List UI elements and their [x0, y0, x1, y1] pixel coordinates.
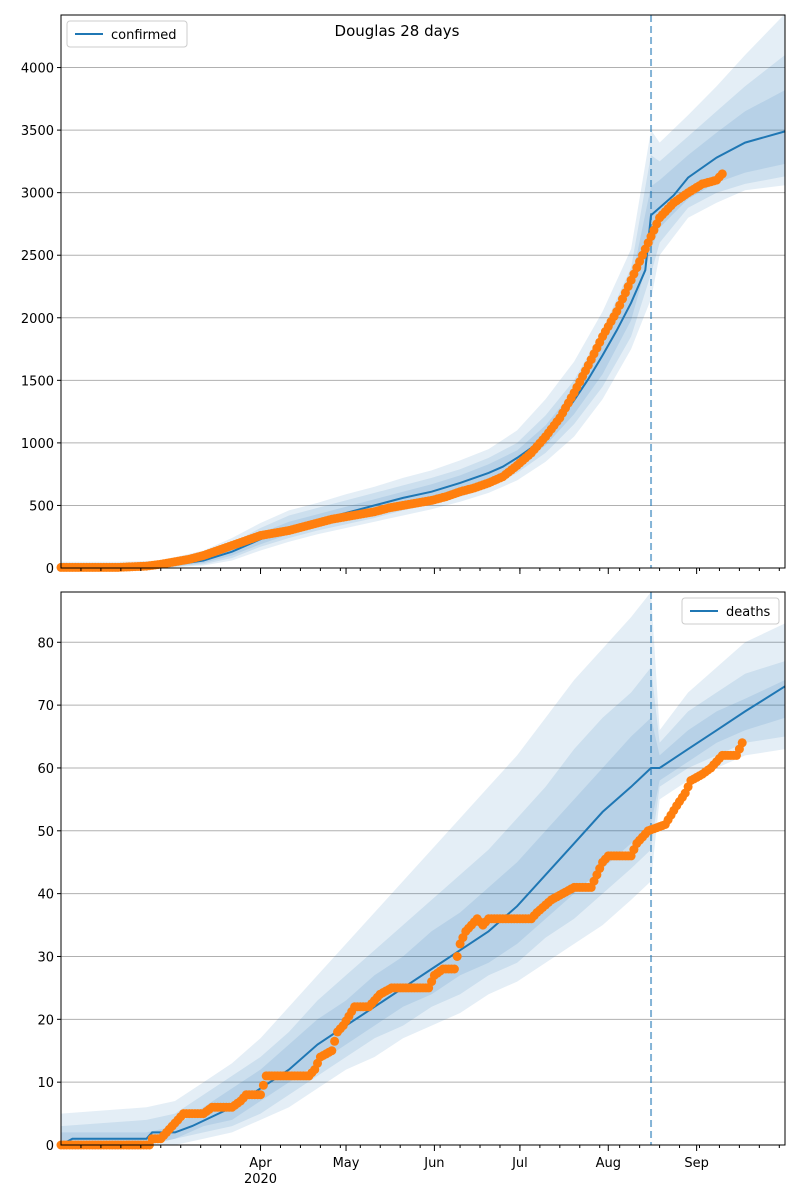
x-tick-label: Jul [511, 1156, 528, 1171]
x-tick-label: Apr [249, 1156, 272, 1171]
legend-label: deaths [726, 605, 771, 620]
deaths-observed-point [258, 1080, 268, 1090]
deaths-observed-point [737, 738, 747, 748]
y-tick-label: 2500 [21, 249, 54, 264]
uncertainty-band [61, 661, 785, 1145]
deaths-observed-point [256, 1090, 265, 1100]
x-tick-label: Sep [684, 1156, 709, 1171]
y-tick-label: 80 [37, 636, 54, 651]
x-tick-sublabel: 2020 [244, 1172, 277, 1187]
legend-box [66, 20, 188, 48]
plot-frame [60, 14, 786, 569]
deaths-observed-point [327, 1046, 337, 1056]
y-tick-label: 20 [37, 1013, 54, 1028]
deaths-observed-point [330, 1036, 340, 1046]
y-tick-label: 0 [46, 1139, 54, 1154]
uncertainty-band [61, 90, 785, 568]
deaths-observed-point [449, 964, 459, 974]
y-tick-label: 40 [37, 888, 54, 903]
y-tick-label: 1500 [21, 374, 54, 389]
uncertainty-band [61, 592, 785, 1145]
y-tick-label: 10 [37, 1076, 54, 1091]
y-tick-label: 3500 [21, 124, 54, 139]
legend-label: confirmed [111, 28, 177, 43]
x-tick-label: Aug [596, 1156, 621, 1171]
legend-box [681, 597, 780, 625]
y-tick-label: 3000 [21, 187, 54, 202]
y-tick-label: 500 [29, 499, 54, 514]
confirmed-observed-point [717, 169, 727, 179]
y-tick-label: 70 [37, 699, 54, 714]
deaths-model-line [60, 685, 786, 1146]
x-tick-label: Jun [423, 1156, 444, 1171]
y-tick-label: 4000 [21, 62, 54, 77]
chart-title: Douglas 28 days [335, 22, 460, 40]
y-tick-label: 1000 [21, 437, 54, 452]
y-tick-label: 0 [46, 562, 54, 577]
y-tick-label: 2000 [21, 312, 54, 327]
plot-frame [60, 591, 786, 1146]
y-tick-label: 30 [37, 950, 54, 965]
deaths-observed-point [452, 952, 462, 961]
uncertainty-band [61, 680, 785, 1145]
x-tick-label: May [333, 1156, 360, 1171]
y-tick-label: 60 [37, 762, 54, 777]
uncertainty-band [61, 13, 785, 568]
y-tick-label: 50 [37, 825, 54, 840]
confirmed-panel: 0 500 1000 1500 2000 2500 3000 3500 4000 confirme… [21, 13, 786, 577]
